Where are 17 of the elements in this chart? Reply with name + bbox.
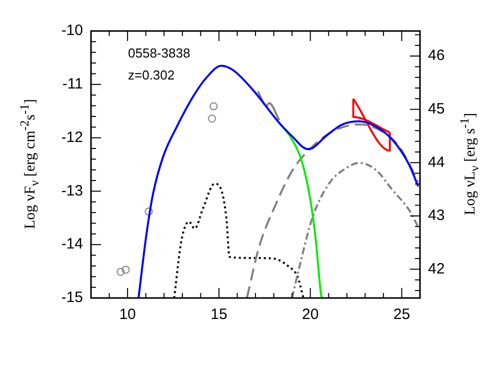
y-tick-label: -11 (62, 76, 83, 93)
y2-tick-label: 43 (428, 207, 445, 224)
x-tick-label: 10 (119, 306, 136, 324)
y2-tick-label: 46 (428, 47, 445, 64)
y-tick-label: -13 (61, 182, 83, 200)
y-tick-label: -10 (61, 22, 83, 40)
y2-tick-label: 44 (428, 154, 445, 171)
x-tick-label: 20 (302, 306, 319, 324)
y-tick-label: -14 (61, 236, 83, 253)
x-tick-label: 25 (393, 306, 410, 324)
y-tick-label: -15 (61, 289, 83, 306)
x-tick-label: 15 (210, 306, 228, 324)
y2-tick-label: 42 (428, 260, 445, 278)
y-tick-label: -12 (61, 128, 83, 146)
y2-tick-label: 45 (428, 100, 445, 118)
annotation: 0558-3838 (128, 46, 190, 61)
annotation: z=0.302 (128, 68, 175, 83)
